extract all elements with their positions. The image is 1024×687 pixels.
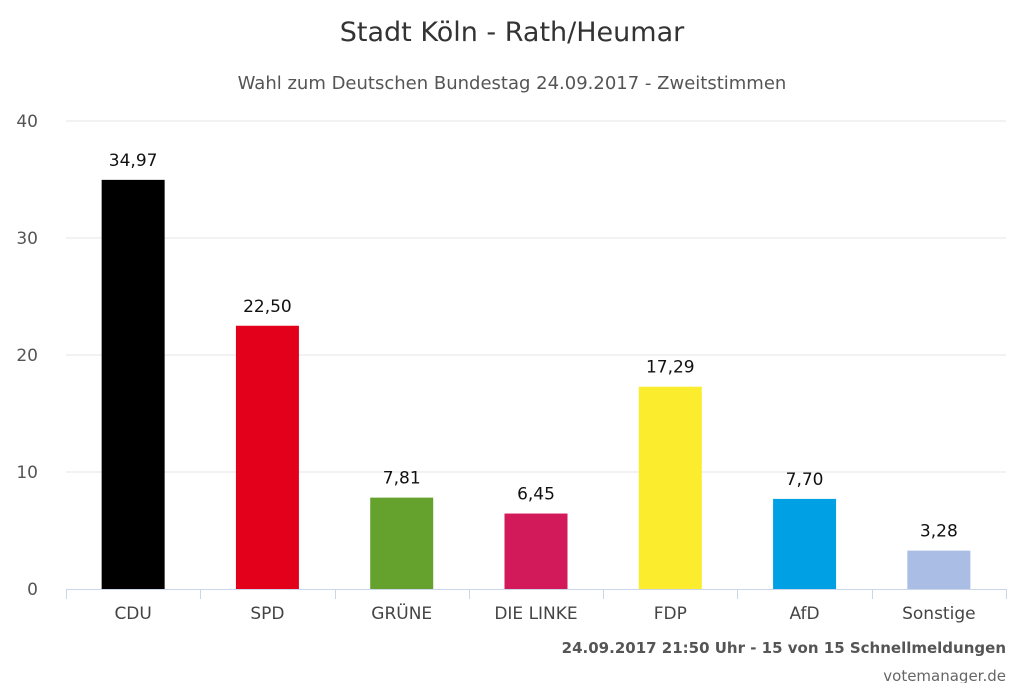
data-labels: 34,97 22,50 7,81 6,45 17,29 7,70 3,28: [109, 151, 958, 542]
y-tick-label: 0: [27, 580, 38, 600]
data-label: 17,29: [646, 358, 695, 378]
x-tick-label: GRÜNE: [371, 602, 432, 624]
x-tick-label: FDP: [654, 604, 687, 624]
bar-grüne: [370, 497, 434, 589]
x-tick-label: DIE LINKE: [494, 604, 577, 624]
bar-fdp: [638, 386, 702, 589]
data-label: 34,97: [109, 151, 158, 171]
x-tick-label: CDU: [114, 604, 151, 624]
bars: [101, 179, 971, 589]
data-label: 3,28: [920, 522, 958, 542]
data-label: 6,45: [517, 485, 555, 505]
x-tick-label: Sonstige: [902, 604, 975, 624]
bar-cdu: [101, 179, 165, 589]
footer-credit: votemanager.de: [883, 667, 1006, 683]
y-tick-label: 30: [16, 229, 38, 249]
x-tick-label: SPD: [250, 604, 284, 624]
y-tick-label: 10: [16, 463, 38, 483]
data-label: 22,50: [243, 297, 292, 317]
bar-die-linke: [504, 513, 568, 589]
bar-spd: [235, 325, 299, 589]
chart-title: Stadt Köln - Rath/Heumar: [340, 17, 685, 48]
bar-afd: [773, 498, 837, 589]
x-axis: CDU SPD GRÜNE DIE LINKE FDP AfD Sonstige: [66, 589, 1007, 624]
chart-subtitle: Wahl zum Deutschen Bundestag 24.09.2017 …: [238, 73, 787, 94]
footer-status: 24.09.2017 21:50 Uhr - 15 von 15 Schnell…: [562, 639, 1006, 657]
data-label: 7,81: [383, 469, 421, 489]
y-tick-label: 40: [16, 112, 38, 132]
y-axis-ticks: 0 10 20 30 40: [16, 112, 38, 600]
x-tick-label: AfD: [790, 604, 820, 624]
gridlines: [66, 120, 1006, 473]
bar-sonstige: [907, 550, 971, 589]
y-tick-label: 20: [16, 346, 38, 366]
data-label: 7,70: [786, 470, 824, 490]
